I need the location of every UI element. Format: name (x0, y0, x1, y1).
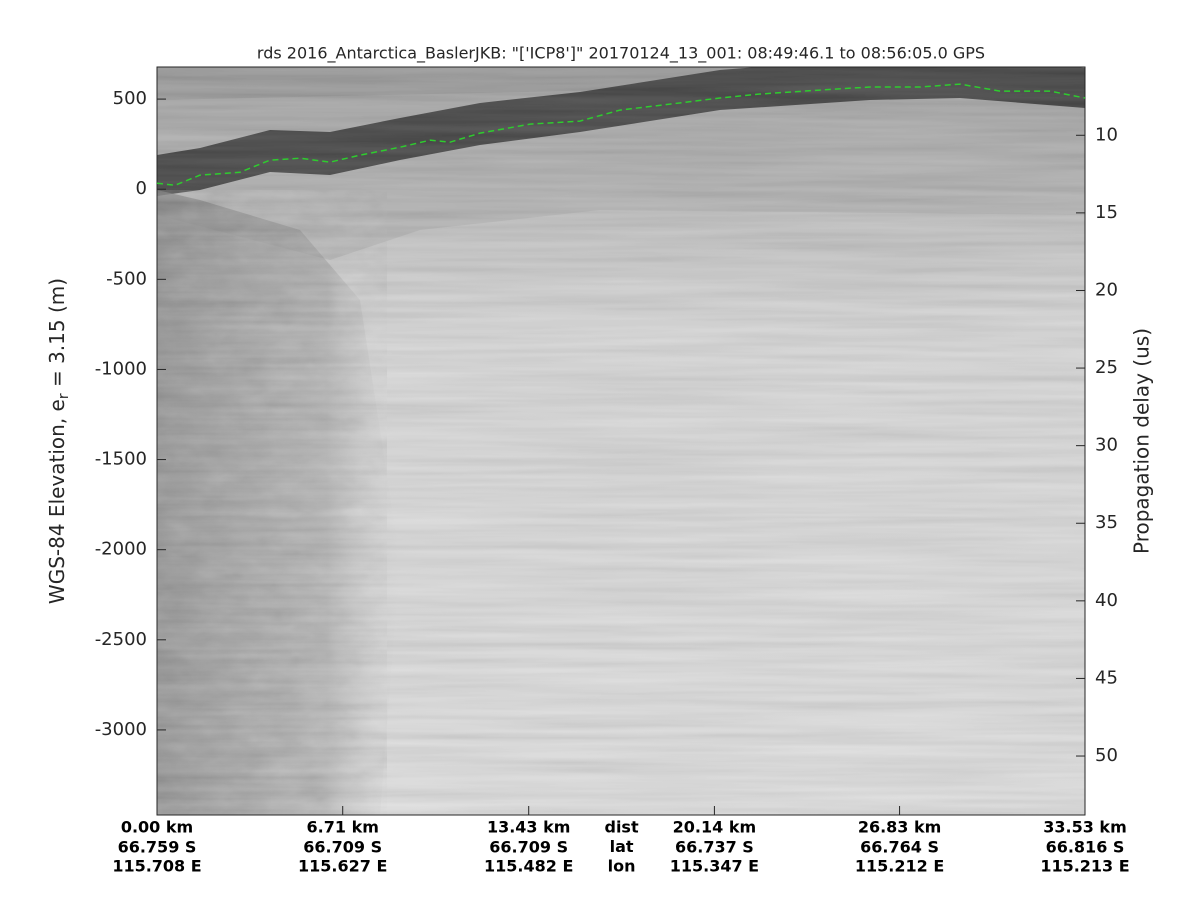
y-axis-title: WGS-84 Elevation, er = 3.15 (m) (45, 278, 73, 604)
lon-label: 115.482 E (484, 857, 573, 876)
y2-tick-label: 35 (1095, 512, 1118, 533)
y2-tick-label: 10 (1095, 124, 1118, 145)
x-tick-label: 33.53 km (1043, 818, 1127, 837)
surface-line (156, 83, 1086, 187)
x-tick-label: 6.71 km (307, 818, 379, 837)
y-tick-label: -2500 (95, 629, 147, 650)
row-label: dist (604, 818, 638, 837)
plot-frame (156, 66, 1086, 816)
lon-label: 115.708 E (112, 857, 201, 876)
chart-title: rds 2016_Antarctica_BaslerJKB: "['ICP8']… (257, 44, 985, 64)
lat-label: 66.764 S (860, 838, 939, 857)
lon-label: 115.212 E (855, 857, 944, 876)
lon-label: 115.213 E (1040, 857, 1129, 876)
y2-tick-label: 50 (1095, 745, 1118, 766)
lat-label: 66.816 S (1046, 838, 1125, 857)
y2-tick-label: 20 (1095, 279, 1118, 300)
lon-label: 115.347 E (670, 857, 759, 876)
y-tick-label: -2000 (95, 539, 147, 560)
y2-axis-title: Propagation delay (us) (1130, 328, 1154, 554)
x-tick-label: 0.00 km (121, 818, 193, 837)
lat-label: 66.737 S (675, 838, 754, 857)
x-tick-label: 13.43 km (487, 818, 571, 837)
y-tick-label: -3000 (95, 719, 147, 740)
y2-tick-label: 40 (1095, 590, 1118, 611)
y2-tick-label: 30 (1095, 435, 1118, 456)
lon-label: 115.627 E (298, 857, 387, 876)
x-tick-label: 26.83 km (858, 818, 942, 837)
row-label: lat (610, 837, 634, 856)
lat-label: 66.709 S (489, 838, 568, 857)
y2-tick-label: 45 (1095, 667, 1118, 688)
y2-tick-label: 25 (1095, 357, 1118, 378)
y-tick-label: 0 (136, 178, 147, 199)
y-tick-label: 500 (113, 88, 147, 109)
y2-tick-label: 15 (1095, 202, 1118, 223)
lat-label: 66.759 S (118, 838, 197, 857)
echogram (157, 67, 1085, 815)
x-tick-label: 20.14 km (673, 818, 757, 837)
y-tick-label: -1500 (95, 449, 147, 470)
y-tick-label: -500 (106, 268, 147, 289)
lat-label: 66.709 S (303, 838, 382, 857)
y-tick-label: -1000 (95, 358, 147, 379)
row-label: lon (608, 857, 636, 876)
